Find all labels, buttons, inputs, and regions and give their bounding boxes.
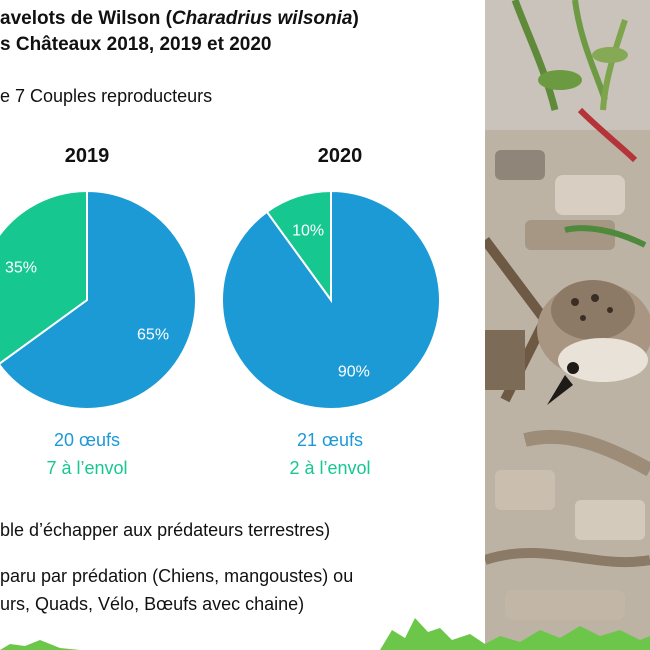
pie-slice-2019-0: [0, 189, 197, 410]
pie-label-2019-0: 65%: [137, 327, 169, 344]
note-line-2: paru par prédation (Chiens, mangoustes) …: [0, 566, 354, 586]
pie-slice-2020-1: [265, 189, 332, 304]
grass-decoration: [0, 618, 650, 650]
pie-label-2020-0: 90%: [338, 363, 370, 380]
species-name: Charadrius wilsonia: [171, 8, 353, 29]
fledged-2019: 7 à l’envol: [46, 458, 128, 478]
chart-title-2019: 2019: [65, 145, 110, 167]
pie-label-2019-1: 35%: [5, 259, 37, 276]
note-line-1: ble d’échapper aux prédateurs terrestres…: [0, 520, 331, 540]
title-line-2: s Châteaux 2018, 2019 et 2020: [0, 34, 272, 55]
title-suffix: ): [352, 8, 359, 29]
slide-title: avelots de Wilson (Charadrius wilsonia) …: [0, 6, 480, 58]
pie-slice-2020-0: [221, 189, 441, 410]
eggs-2020: 21 œufs: [296, 430, 364, 450]
eggs-2019: 20 œufs: [53, 430, 121, 450]
subtitle: e 7 Couples reproducteurs: [0, 86, 213, 106]
title-prefix: avelots de Wilson (: [0, 8, 172, 29]
chart-title-2020: 2020: [318, 145, 363, 167]
title-line-1: avelots de Wilson (Charadrius wilsonia): [0, 6, 480, 32]
note-line-3: urs, Quads, Vélo, Bœufs avec chaine): [0, 594, 305, 614]
pie-charts-svg: 2019 65% 35% 2020 90% 10%: [0, 145, 441, 410]
fledged-2020: 2 à l’envol: [289, 458, 371, 478]
pie-slice-2019-1: [0, 189, 88, 365]
pie-charts: 2019 65% 35% 2020 90% 10% 20 œufs 7 à l’envol…: [0, 130, 480, 490]
plover-chick-photo: [485, 0, 650, 650]
pie-label-2020-1: 10%: [292, 223, 324, 240]
